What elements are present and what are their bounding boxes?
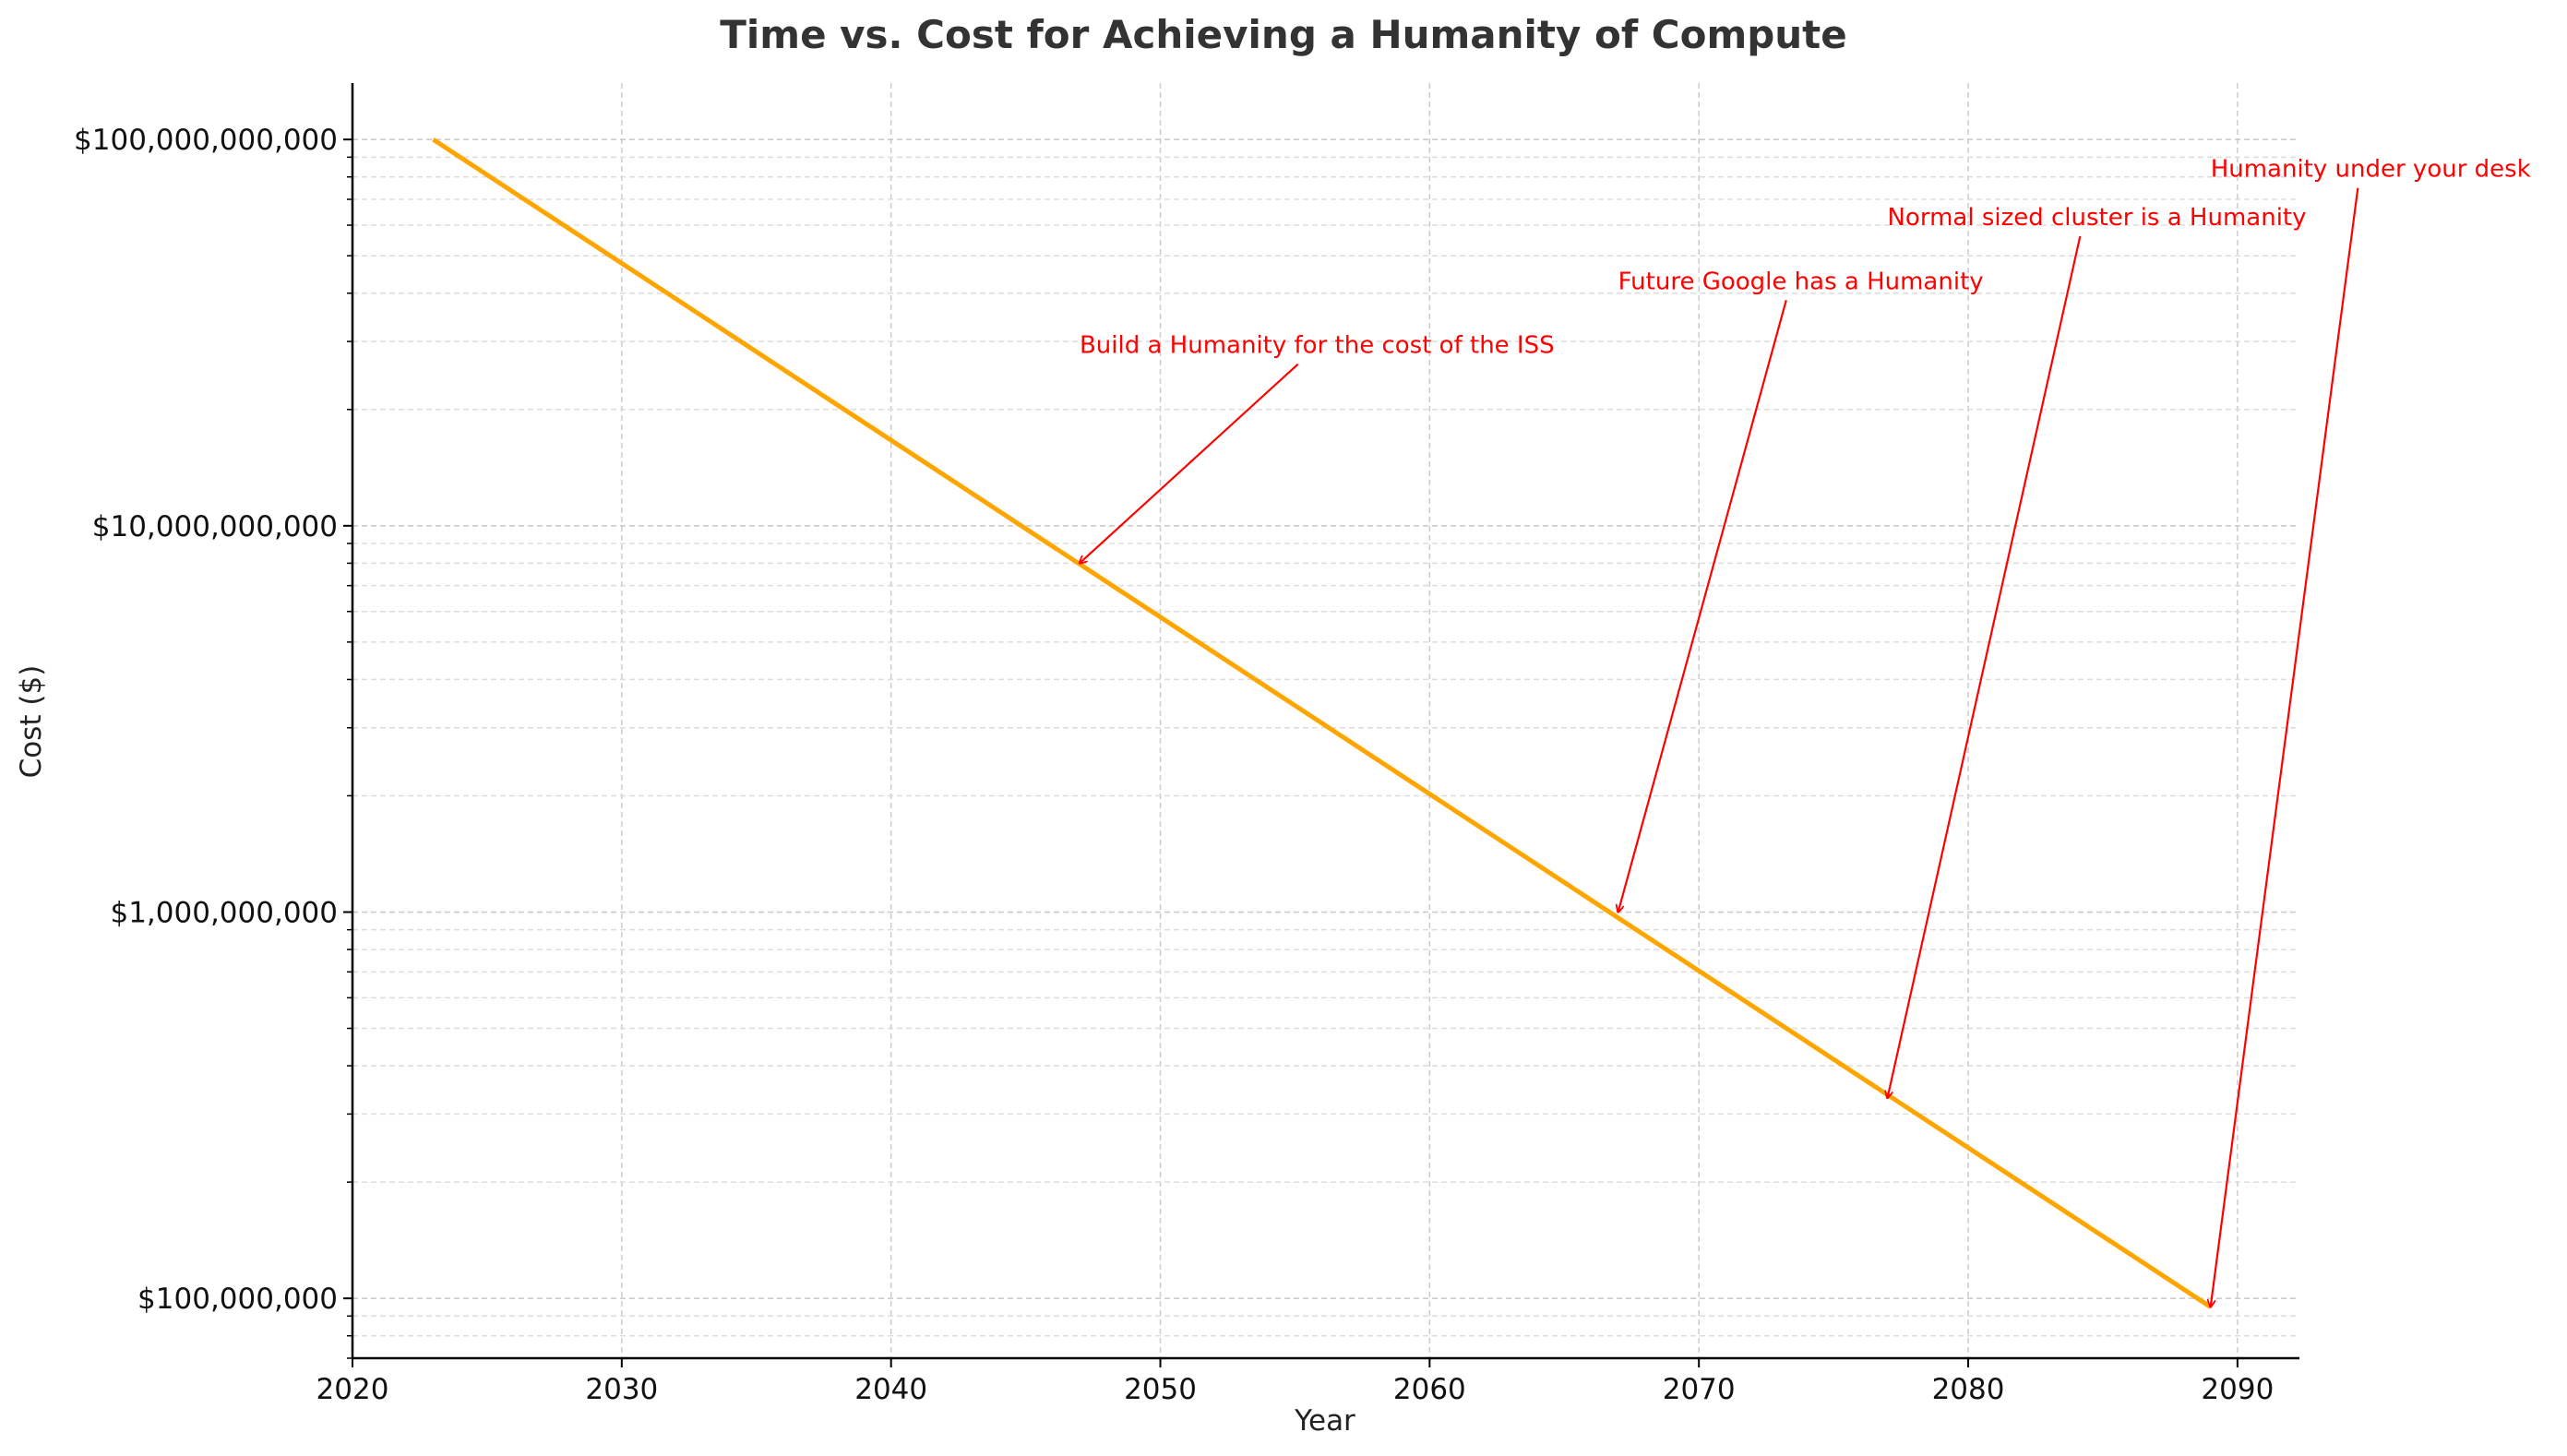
y-tick-label: $100,000,000,000 [74, 124, 338, 157]
x-tick-label: 2040 [854, 1373, 927, 1406]
x-tick-label: 2050 [1124, 1373, 1197, 1406]
annotation-text: Build a Humanity for the cost of the ISS [1080, 332, 1555, 360]
annotation-text: Future Google has a Humanity [1618, 268, 1984, 295]
y-tick-label: $10,000,000,000 [92, 510, 338, 543]
annotation-arrow [1887, 235, 2082, 1098]
axes [343, 83, 2299, 1367]
y-tick-label: $100,000,000 [137, 1283, 338, 1316]
series-line [432, 137, 2213, 1309]
x-tick-label: 2060 [1393, 1373, 1466, 1406]
chart-title: Time vs. Cost for Achieving a Humanity o… [720, 12, 1846, 57]
annotation-arrow [2211, 187, 2359, 1307]
annotation-text: Humanity under your desk [2211, 156, 2531, 184]
y-tick-label: $1,000,000,000 [110, 896, 338, 929]
x-tick-label: 2080 [1932, 1373, 2005, 1406]
x-tick-label: 2090 [2201, 1373, 2274, 1406]
y-axis-label: Cost ($) [15, 665, 48, 779]
grid [352, 83, 2299, 1359]
x-tick-label: 2070 [1663, 1373, 1736, 1406]
x-axis-label: Year [1294, 1404, 1355, 1438]
x-tick-label: 2030 [585, 1373, 658, 1406]
annotation-arrow [1618, 299, 1787, 912]
tick-labels: 2020 2030 2040 2050 2060 2070 2080 2090 $100,000… [74, 124, 2274, 1406]
x-tick-label: 2020 [316, 1373, 389, 1406]
annotations-layer: Build a Humanity for the cost of the ISS… [1080, 156, 2531, 1307]
annotation-arrow [1080, 363, 1299, 564]
annotation-text: Normal sized cluster is a Humanity [1887, 204, 2306, 232]
series-layer [432, 137, 2213, 1309]
